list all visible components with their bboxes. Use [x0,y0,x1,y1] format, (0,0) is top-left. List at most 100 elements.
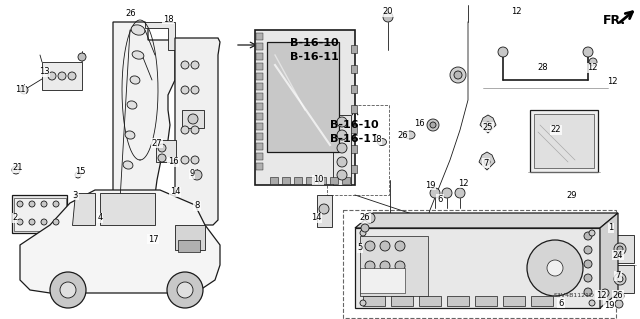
Circle shape [53,201,59,207]
Text: 10: 10 [313,175,323,184]
Ellipse shape [131,25,145,35]
Circle shape [192,170,202,180]
Ellipse shape [127,101,137,109]
Bar [256,123,263,130]
Circle shape [617,276,623,282]
Circle shape [614,243,626,255]
Bar [342,177,350,184]
Circle shape [181,61,189,69]
Circle shape [167,272,203,308]
Bar [256,43,263,50]
Circle shape [365,213,375,223]
Circle shape [48,72,56,80]
Bar [351,105,357,113]
Bar [360,236,428,296]
Circle shape [191,61,199,69]
Circle shape [17,219,23,225]
Circle shape [29,219,35,225]
Polygon shape [600,213,618,308]
Bar [12,195,67,233]
Bar [270,177,278,184]
Polygon shape [175,38,220,225]
Circle shape [485,122,491,128]
Circle shape [50,272,86,308]
Bar [530,110,598,172]
Polygon shape [113,22,175,228]
Polygon shape [20,190,220,293]
Bar [256,113,263,120]
Circle shape [188,114,198,124]
Circle shape [498,47,508,57]
Circle shape [365,241,375,251]
Circle shape [547,260,563,276]
Text: 17: 17 [148,234,158,243]
Circle shape [380,241,390,251]
Bar [318,177,326,184]
Text: 24: 24 [612,250,623,259]
Text: 18: 18 [371,136,381,145]
Bar [351,165,357,173]
Circle shape [380,261,390,271]
Bar [351,125,357,133]
Bar [256,133,263,140]
Circle shape [60,282,76,298]
Circle shape [337,170,347,180]
Circle shape [360,300,366,306]
Bar [419,296,441,306]
Circle shape [395,241,405,251]
Text: 29: 29 [567,190,577,199]
Text: 12: 12 [607,78,617,86]
Circle shape [584,260,592,268]
Bar [42,62,82,90]
Bar [256,143,263,150]
Circle shape [319,204,329,214]
Circle shape [365,261,375,271]
Text: 26: 26 [360,213,371,222]
Text: 26: 26 [612,291,623,300]
Text: 21: 21 [13,164,23,173]
Bar [256,33,263,40]
Circle shape [58,72,66,80]
Bar [355,228,600,308]
Text: 13: 13 [38,68,49,77]
Circle shape [584,246,592,254]
Ellipse shape [378,138,387,145]
Bar [14,198,66,231]
Text: 8: 8 [195,202,200,211]
Polygon shape [100,193,155,225]
Circle shape [181,126,189,134]
Circle shape [584,232,592,240]
Text: 16: 16 [413,118,424,128]
Bar [178,240,200,252]
Circle shape [395,261,405,271]
Bar [256,83,263,90]
Circle shape [584,274,592,282]
Circle shape [158,154,166,162]
Circle shape [589,230,595,236]
Text: 6: 6 [558,299,564,308]
Text: 15: 15 [75,167,85,176]
Polygon shape [355,213,618,228]
Text: B-16-10: B-16-10 [330,120,379,130]
Bar [503,296,525,306]
Circle shape [383,12,393,22]
Text: 4: 4 [97,213,102,222]
Text: 6: 6 [437,195,443,204]
Text: 7: 7 [615,271,621,280]
Circle shape [361,224,369,232]
Bar [306,177,314,184]
Bar [343,210,616,318]
Text: 12: 12 [596,291,606,300]
Ellipse shape [125,131,135,139]
Text: 25: 25 [483,122,493,131]
Circle shape [337,130,347,140]
Text: 22: 22 [551,125,561,135]
Bar [606,265,634,293]
Bar [363,296,385,306]
Ellipse shape [405,131,415,139]
Text: 19: 19 [604,300,614,309]
Circle shape [616,292,624,300]
Bar [391,296,413,306]
Text: 3: 3 [72,190,77,199]
Text: 14: 14 [170,188,180,197]
